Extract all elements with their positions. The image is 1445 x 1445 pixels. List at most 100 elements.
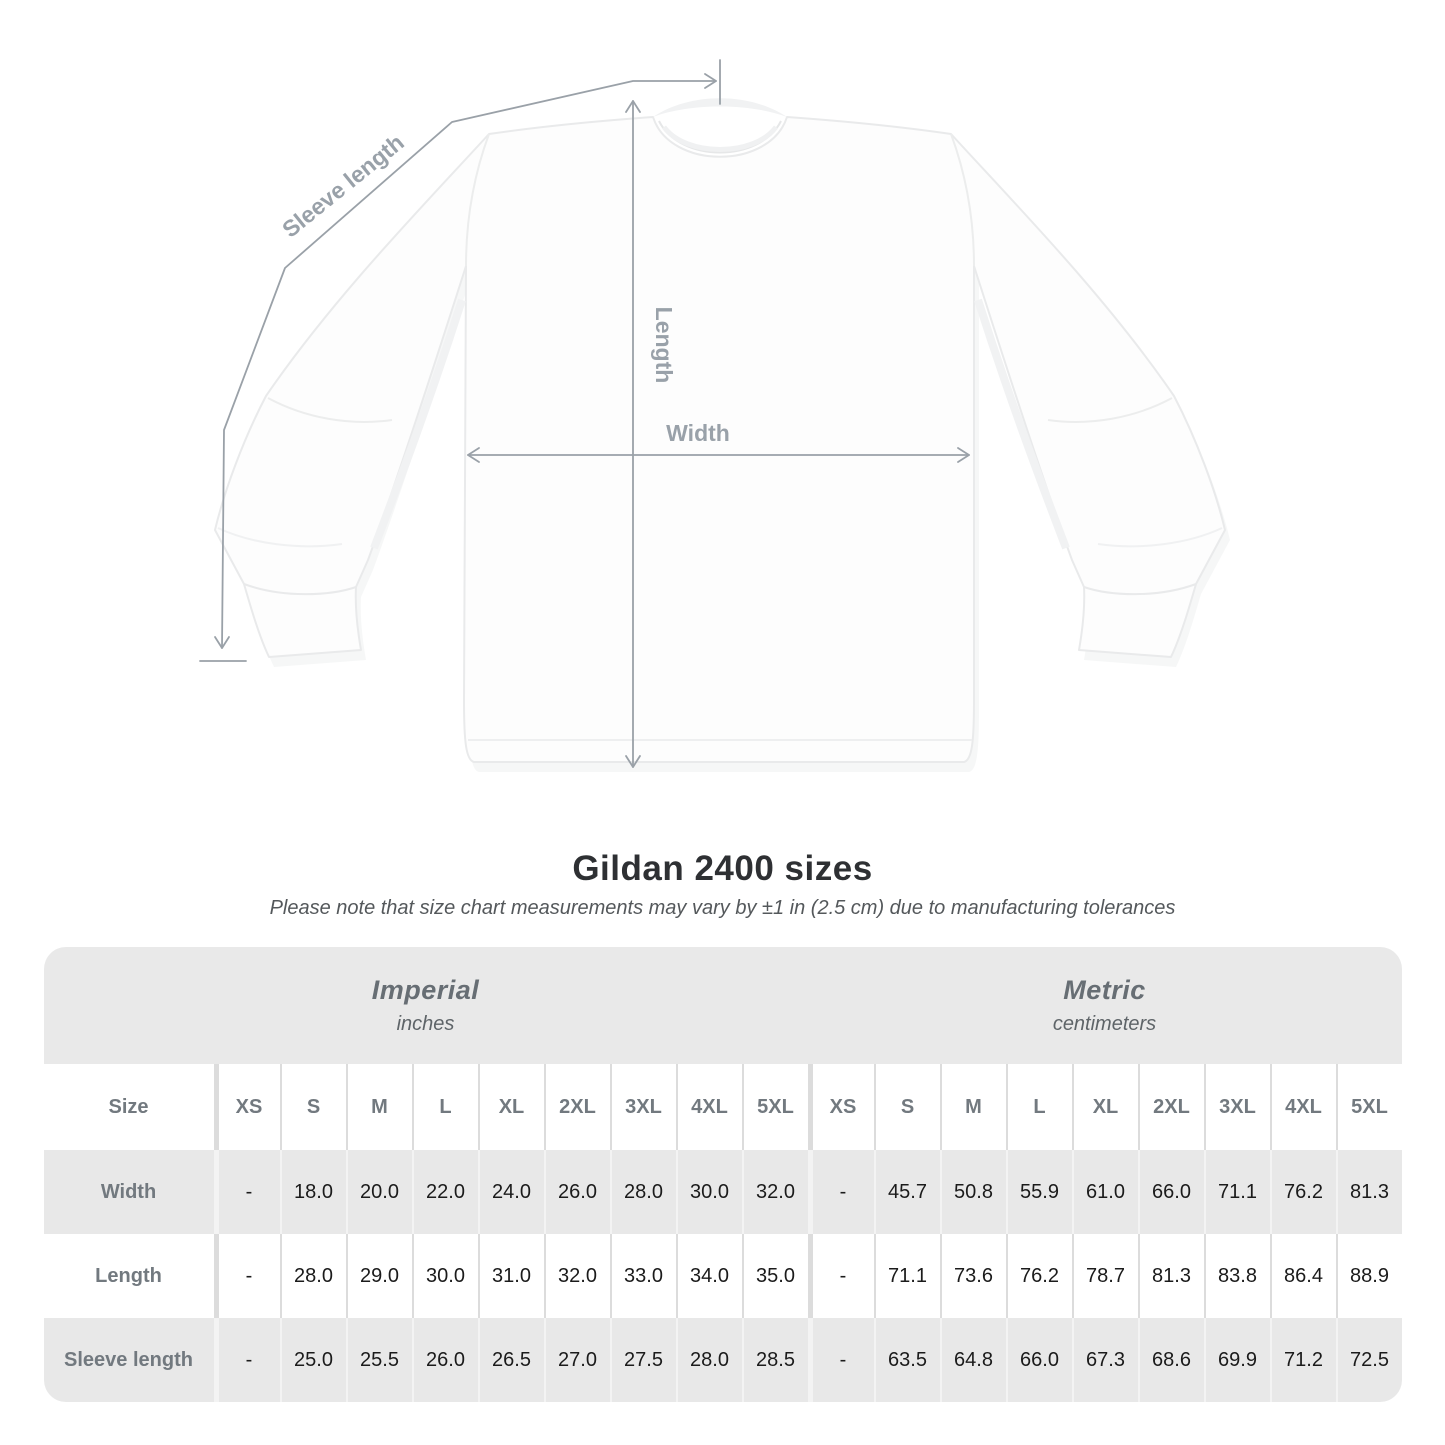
row-label: Sleeve length — [43, 1318, 214, 1402]
table-cell: 69.9 — [1203, 1318, 1270, 1402]
table-cell: 32.0 — [543, 1234, 610, 1318]
table-cell: 72.5 — [1335, 1318, 1402, 1402]
size-col-header: S — [873, 1064, 940, 1150]
size-col-header: 3XL — [609, 1064, 676, 1150]
table-cell: 81.3 — [1335, 1150, 1402, 1234]
metric-section-header: Metric centimeters — [808, 947, 1402, 1064]
table-cell: 28.0 — [675, 1318, 742, 1402]
sleeve-length-line — [199, 59, 721, 662]
size-header-row: Size XS S M L XL 2XL 3XL 4XL 5XL XS S M … — [43, 1064, 1402, 1150]
table-cell: 27.0 — [543, 1318, 610, 1402]
size-col-header: XS — [807, 1064, 874, 1150]
length-line — [625, 100, 641, 768]
imperial-section-header: Imperial inches — [44, 947, 808, 1064]
table-cell: - — [213, 1150, 280, 1234]
table-cell: 63.5 — [873, 1318, 940, 1402]
unit-section-header: Imperial inches Metric centimeters — [43, 947, 1402, 1064]
table-cell: 81.3 — [1137, 1234, 1204, 1318]
size-header-label: Size — [43, 1064, 214, 1150]
table-cell: 76.2 — [1269, 1150, 1336, 1234]
table-cell: 71.1 — [1203, 1150, 1270, 1234]
table-cell: 66.0 — [1137, 1150, 1204, 1234]
table-cell: - — [213, 1234, 280, 1318]
table-cell: 86.4 — [1269, 1234, 1336, 1318]
imperial-section-unit: inches — [396, 1013, 455, 1035]
size-col-header: 5XL — [741, 1064, 808, 1150]
table-cell: 24.0 — [477, 1150, 544, 1234]
table-cell: 66.0 — [1005, 1318, 1072, 1402]
size-col-header: 5XL — [1335, 1064, 1402, 1150]
size-col-header: L — [1005, 1064, 1072, 1150]
table-cell: 26.0 — [543, 1150, 610, 1234]
table-cell: 32.0 — [741, 1150, 808, 1234]
imperial-section-title: Imperial — [371, 975, 480, 1005]
size-col-header: 2XL — [1137, 1064, 1204, 1150]
table-cell: - — [807, 1150, 874, 1234]
table-cell: 71.2 — [1269, 1318, 1336, 1402]
table-cell: 76.2 — [1005, 1234, 1072, 1318]
table-cell: 64.8 — [939, 1318, 1006, 1402]
table-cell: 28.5 — [741, 1318, 808, 1402]
size-col-header: 4XL — [1269, 1064, 1336, 1150]
table-cell: 18.0 — [279, 1150, 346, 1234]
row-label: Width — [43, 1150, 214, 1234]
size-col-header: S — [279, 1064, 346, 1150]
size-col-header: 4XL — [675, 1064, 742, 1150]
table-cell: 45.7 — [873, 1150, 940, 1234]
shirt-body — [214, 98, 1226, 763]
table-cell: 26.5 — [477, 1318, 544, 1402]
table-cell: 71.1 — [873, 1234, 940, 1318]
table-cell: 73.6 — [939, 1234, 1006, 1318]
table-cell: 22.0 — [411, 1150, 478, 1234]
table-cell: 31.0 — [477, 1234, 544, 1318]
length-label: Length — [651, 307, 677, 384]
table-cell: 26.0 — [411, 1318, 478, 1402]
table-cell: 55.9 — [1005, 1150, 1072, 1234]
sleeve-length-label: Sleeve length — [277, 129, 409, 243]
table-cell: 28.0 — [609, 1150, 676, 1234]
table-cell: 25.0 — [279, 1318, 346, 1402]
table-cell: 83.8 — [1203, 1234, 1270, 1318]
size-col-header: 3XL — [1203, 1064, 1270, 1150]
metric-section-unit: centimeters — [1052, 1013, 1157, 1035]
size-col-header: 2XL — [543, 1064, 610, 1150]
size-col-header: XL — [477, 1064, 544, 1150]
table-cell: 30.0 — [675, 1150, 742, 1234]
page-title: Gildan 2400 sizes — [572, 849, 873, 888]
table-cell: - — [213, 1318, 280, 1402]
size-table: Imperial inches Metric centimeters Size … — [43, 947, 1402, 1402]
table-cell: 61.0 — [1071, 1150, 1138, 1234]
width-label: Width — [666, 420, 730, 446]
size-col-header: M — [345, 1064, 412, 1150]
table-cell: 30.0 — [411, 1234, 478, 1318]
size-col-header: XL — [1071, 1064, 1138, 1150]
table-cell: 20.0 — [345, 1150, 412, 1234]
size-col-header: L — [411, 1064, 478, 1150]
table-row-length: Length - 28.0 29.0 30.0 31.0 32.0 33.0 3… — [43, 1234, 1402, 1318]
table-cell: 34.0 — [675, 1234, 742, 1318]
table-cell: 27.5 — [609, 1318, 676, 1402]
table-row-width: Width - 18.0 20.0 22.0 24.0 26.0 28.0 30… — [43, 1150, 1402, 1234]
width-line — [467, 447, 970, 463]
table-cell: 25.5 — [345, 1318, 412, 1402]
table-cell: - — [807, 1234, 874, 1318]
table-row-sleeve-length: Sleeve length - 25.0 25.5 26.0 26.5 27.0… — [43, 1318, 1402, 1402]
measurement-annotations — [199, 59, 970, 768]
collar-back — [653, 98, 787, 117]
table-cell: 33.0 — [609, 1234, 676, 1318]
size-col-header: XS — [213, 1064, 280, 1150]
table-cell: 35.0 — [741, 1234, 808, 1318]
size-col-header: M — [939, 1064, 1006, 1150]
table-cell: 88.9 — [1335, 1234, 1402, 1318]
metric-section-title: Metric — [1063, 975, 1146, 1005]
shirt-illustration: Sleeve length Length Width — [199, 59, 1226, 768]
table-cell: 67.3 — [1071, 1318, 1138, 1402]
table-cell: 50.8 — [939, 1150, 1006, 1234]
table-cell: 28.0 — [279, 1234, 346, 1318]
tolerance-note: Please note that size chart measurements… — [269, 897, 1176, 919]
table-cell: 78.7 — [1071, 1234, 1138, 1318]
table-cell: - — [807, 1318, 874, 1402]
table-cell: 68.6 — [1137, 1318, 1204, 1402]
row-label: Length — [43, 1234, 214, 1318]
